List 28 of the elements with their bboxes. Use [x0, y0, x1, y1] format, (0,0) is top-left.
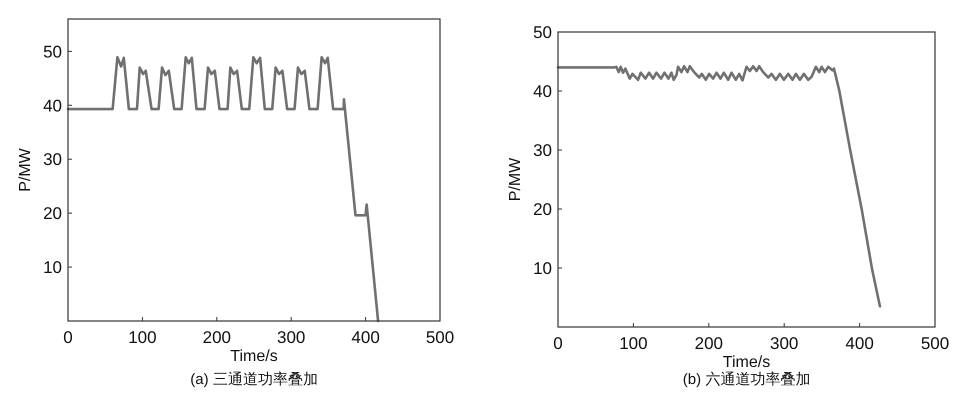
x-tick-label: 300: [770, 334, 798, 353]
y-tick-label: 10: [533, 259, 552, 278]
x-tick-label: 500: [920, 334, 950, 353]
y-tick-label: 30: [43, 150, 62, 170]
x-tick-label: 400: [351, 328, 380, 347]
y-tick-label: 40: [43, 96, 62, 116]
y-tick-label: 20: [533, 200, 552, 219]
x-tick-label: 100: [128, 328, 157, 347]
y-tick-label: 40: [533, 82, 552, 101]
y-tick-label: 10: [43, 258, 62, 278]
x-axis-title: Time/s: [722, 354, 770, 371]
y-tick-label: 50: [533, 23, 552, 42]
x-tick-label: 100: [619, 334, 648, 353]
x-axis-title: Time/s: [230, 348, 278, 365]
y-tick-label: 20: [43, 204, 62, 224]
y-axis-title: P/MW: [17, 147, 34, 192]
y-tick-label: 50: [43, 42, 62, 62]
x-tick-label: 200: [202, 328, 231, 347]
text: (a) 三通道功率叠加: [190, 371, 318, 388]
y-axis-title: P/MW: [507, 156, 524, 202]
x-tick-label: 0: [63, 328, 73, 347]
x-tick-label: 200: [694, 334, 723, 353]
x-tick-label: 0: [553, 334, 563, 353]
x-tick-label: 500: [426, 328, 454, 347]
y-tick-label: 30: [533, 141, 552, 160]
x-tick-label: 400: [845, 334, 874, 353]
text: (b) 六通道功率叠加: [682, 371, 810, 388]
x-tick-label: 300: [277, 328, 306, 347]
